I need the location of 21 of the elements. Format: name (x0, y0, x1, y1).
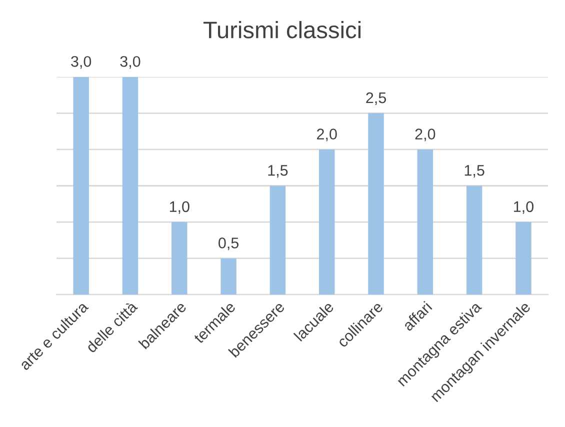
data-label: 1,0 (170, 201, 190, 214)
data-label: 1,0 (514, 201, 534, 214)
bar (220, 258, 236, 295)
bar (417, 149, 434, 295)
bar (368, 113, 384, 295)
bar (270, 186, 286, 295)
data-label: 0,5 (218, 238, 239, 250)
data-label: 2,5 (366, 92, 386, 105)
data-label: 1,5 (464, 165, 484, 178)
bar (466, 186, 482, 295)
chart-title: Turismi classici (203, 21, 360, 38)
bar (516, 222, 532, 295)
data-label: 3,0 (71, 56, 92, 69)
bar (73, 76, 89, 295)
data-label: 1,5 (268, 165, 288, 178)
data-label: 2,0 (317, 128, 337, 142)
data-label: 3,0 (120, 56, 140, 69)
bar (122, 76, 138, 295)
data-label: 2,0 (415, 128, 436, 142)
bar (172, 222, 188, 295)
bar (318, 149, 335, 295)
